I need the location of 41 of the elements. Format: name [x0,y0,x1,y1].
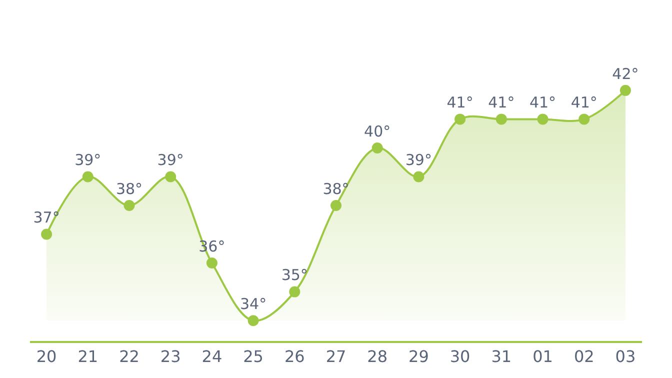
x-tick-label: 23 [160,347,181,366]
x-tick-label: 28 [367,347,388,366]
data-label: 40° [364,122,391,140]
x-tick-label: 22 [119,347,140,366]
point [206,258,218,269]
point [124,200,135,211]
point [248,315,259,326]
point [413,171,424,182]
point [578,114,590,125]
point [41,228,52,240]
data-label: 41° [529,94,556,112]
point [537,114,548,125]
x-tick-label: 27 [326,347,346,366]
x-tick-label: 21 [78,347,98,366]
x-tick-label: 24 [202,347,222,366]
data-label: 41° [488,94,515,112]
data-label: 39° [74,151,102,170]
data-label: 41° [446,94,474,112]
x-tick-label: 25 [243,347,264,366]
x-tick-label: 30 [450,347,470,366]
point [620,84,631,96]
data-label: 39° [157,151,184,170]
x-tick-label: 02 [574,347,594,366]
data-label: 34° [240,294,267,313]
point [454,114,466,125]
point [372,142,383,154]
x-tick-label: 29 [408,347,429,366]
x-tick-label: 31 [491,347,512,366]
x-tick-label: 01 [532,347,553,366]
x-tick-label: 26 [284,347,305,366]
point [496,114,507,125]
data-label: 39° [405,151,432,170]
x-tick-label: 03 [615,347,636,366]
data-label: 41° [570,94,598,112]
point [289,286,300,298]
data-label: 42° [612,64,639,83]
data-label: 38° [116,180,143,198]
x-tick-label: 20 [36,347,57,366]
point [165,171,176,182]
point [330,200,342,211]
point [82,171,94,182]
